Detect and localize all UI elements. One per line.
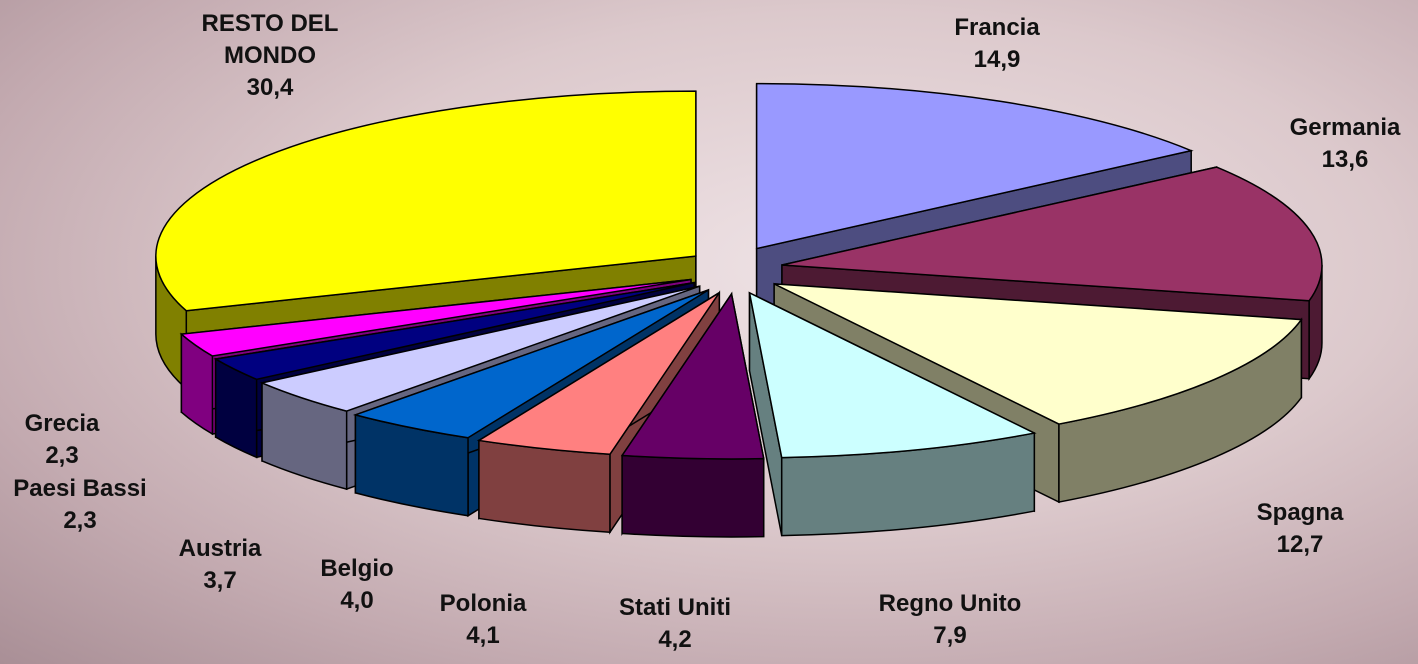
value-label: 4,2 <box>619 624 731 656</box>
category-name: Stati Uniti <box>619 592 731 624</box>
category-name: Belgio <box>320 553 393 585</box>
category-name: Austria <box>179 533 262 565</box>
slice-wall <box>622 456 764 537</box>
value-label: 12,7 <box>1257 529 1344 561</box>
category-name: RESTO DEL MONDO <box>185 8 355 72</box>
value-label: 30,4 <box>185 72 355 104</box>
value-label: 7,9 <box>879 620 1022 652</box>
category-name: Regno Unito <box>879 588 1022 620</box>
page: (() => { const data = JSON.parse(documen… <box>0 0 1418 664</box>
value-label: 14,9 <box>954 44 1039 76</box>
category-name: Francia <box>954 12 1039 44</box>
category-name: Paesi Bassi <box>13 473 146 505</box>
value-label: 2,3 <box>13 505 146 537</box>
slice-wall <box>479 440 610 532</box>
value-label: 13,6 <box>1290 144 1401 176</box>
value-label: 4,0 <box>320 585 393 617</box>
category-name: Germania <box>1290 112 1401 144</box>
value-label: 3,7 <box>179 565 262 597</box>
value-label: 4,1 <box>440 620 527 652</box>
value-label: 2,3 <box>25 440 100 472</box>
category-name: Grecia <box>25 408 100 440</box>
category-name: Polonia <box>440 588 527 620</box>
category-name: Spagna <box>1257 497 1344 529</box>
